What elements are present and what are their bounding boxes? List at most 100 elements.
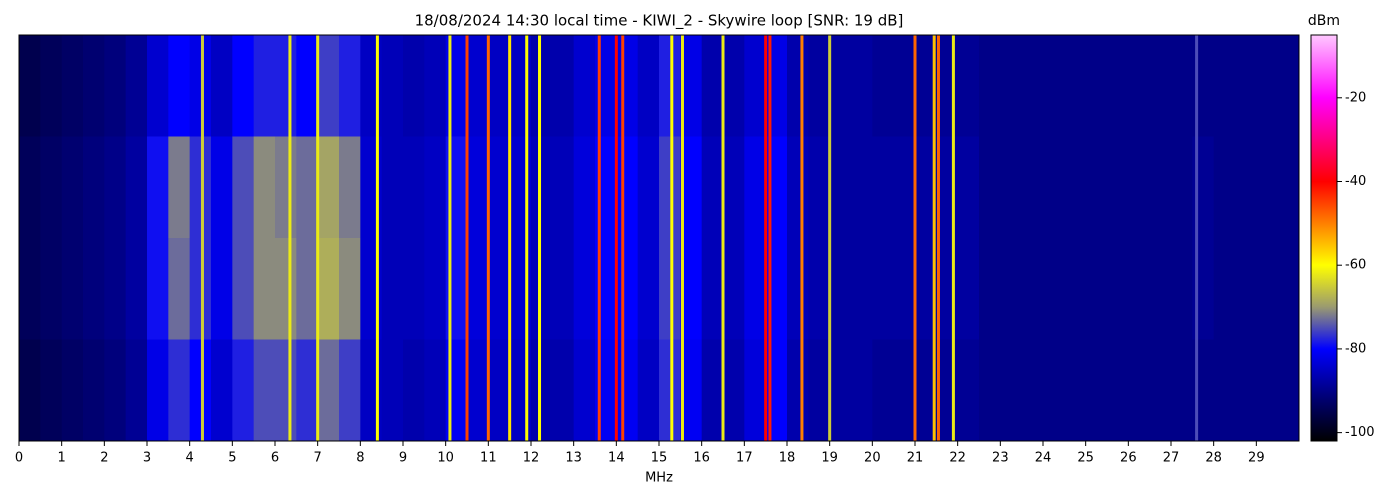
heat-cell xyxy=(1213,35,1236,137)
heat-cell xyxy=(189,238,212,340)
heat-cell xyxy=(232,238,255,340)
heat-cell xyxy=(1277,136,1300,239)
x-tick-label: 28 xyxy=(1205,451,1222,466)
heat-cell xyxy=(915,339,937,442)
heat-cell xyxy=(253,238,276,340)
heat-cell xyxy=(424,35,447,137)
heat-cell xyxy=(893,238,916,340)
heat-cell xyxy=(1064,35,1087,137)
x-tick-label: 25 xyxy=(1077,451,1094,466)
heat-cell xyxy=(1043,339,1065,442)
heat-cell xyxy=(83,339,105,442)
heat-cell xyxy=(403,35,425,137)
carrier-line xyxy=(680,35,684,441)
heat-cell xyxy=(296,136,319,239)
heat-cell xyxy=(317,35,340,137)
heat-cell xyxy=(189,136,212,239)
heat-cell xyxy=(531,35,553,137)
heat-cell xyxy=(339,238,361,340)
x-tick-label: 20 xyxy=(864,451,881,466)
carrier-line xyxy=(597,35,601,441)
x-tick-label: 5 xyxy=(228,451,236,466)
carrier-line xyxy=(316,35,320,441)
heat-cell xyxy=(253,35,276,137)
heat-cell xyxy=(211,339,233,442)
heat-cell xyxy=(637,238,660,340)
x-tick-label: 10 xyxy=(437,451,454,466)
heat-cell xyxy=(19,136,41,239)
heat-cell xyxy=(531,238,553,340)
x-tick-label: 1 xyxy=(58,451,66,466)
x-tick-label: 13 xyxy=(565,451,582,466)
heat-cell xyxy=(851,35,873,137)
x-tick-label: 17 xyxy=(736,451,753,466)
heat-cell xyxy=(275,136,297,239)
heat-cell xyxy=(1085,35,1108,137)
carrier-line xyxy=(932,35,936,441)
heat-cell xyxy=(552,136,575,239)
x-tick-label: 27 xyxy=(1163,451,1180,466)
heat-cell xyxy=(1171,136,1193,239)
heat-cell xyxy=(296,339,319,442)
x-tick-label: 22 xyxy=(949,451,966,466)
heat-cell xyxy=(232,136,255,239)
heat-cell xyxy=(829,35,852,137)
heat-cell xyxy=(979,35,1001,137)
heat-cell xyxy=(104,238,127,340)
heat-cell xyxy=(573,339,596,442)
heat-cell xyxy=(488,136,511,239)
heat-cell xyxy=(1277,238,1300,340)
carrier-line xyxy=(936,35,940,441)
x-tick-label: 7 xyxy=(314,451,322,466)
heat-cell xyxy=(851,339,873,442)
heat-cell xyxy=(125,136,148,239)
heat-cell xyxy=(1235,136,1257,239)
x-tick-label: 11 xyxy=(480,451,497,466)
heat-cell xyxy=(253,339,276,442)
heat-cell xyxy=(403,339,425,442)
heat-cell xyxy=(1107,238,1129,340)
x-tick-label: 2 xyxy=(100,451,108,466)
heat-cell xyxy=(1213,238,1236,340)
heat-cell xyxy=(1000,339,1023,442)
heat-cell xyxy=(787,35,809,137)
chart-title: 18/08/2024 14:30 local time - KIWI_2 - S… xyxy=(415,12,904,31)
heat-cell xyxy=(872,35,895,137)
carrier-line xyxy=(288,35,292,441)
heat-cell xyxy=(467,136,489,239)
heat-cell xyxy=(1256,35,1279,137)
heat-cell xyxy=(1043,35,1065,137)
carrier-line xyxy=(828,35,832,441)
x-tick-label: 24 xyxy=(1035,451,1052,466)
heat-cell xyxy=(573,35,596,137)
heat-cell xyxy=(957,238,980,340)
heat-cell xyxy=(488,35,511,137)
x-tick-label: 6 xyxy=(271,451,279,466)
heat-cell xyxy=(680,35,703,137)
heat-cell xyxy=(957,35,980,137)
heat-cell xyxy=(147,136,169,239)
heat-cell xyxy=(744,339,767,442)
heat-cell xyxy=(1000,35,1023,137)
heat-cell xyxy=(552,35,575,137)
x-tick-label: 0 xyxy=(15,451,23,466)
heat-cell xyxy=(659,136,681,239)
colorbar-tick-label: -80 xyxy=(1345,341,1366,356)
heat-cell xyxy=(147,238,169,340)
heat-cell xyxy=(701,136,724,239)
x-tick-label: 21 xyxy=(907,451,924,466)
heat-cell xyxy=(979,339,1001,442)
heat-cell xyxy=(211,136,233,239)
heat-cell xyxy=(1107,339,1129,442)
heat-cell xyxy=(637,136,660,239)
heat-cell xyxy=(680,136,703,239)
heat-cell xyxy=(1171,238,1193,340)
heat-cell xyxy=(61,136,84,239)
heat-cell xyxy=(1000,136,1023,239)
heat-cell xyxy=(1149,136,1172,239)
carrier-line xyxy=(614,35,618,441)
heat-cell xyxy=(701,35,724,137)
heat-cell xyxy=(147,35,169,137)
heat-cell xyxy=(872,136,895,239)
heat-cell xyxy=(125,238,148,340)
